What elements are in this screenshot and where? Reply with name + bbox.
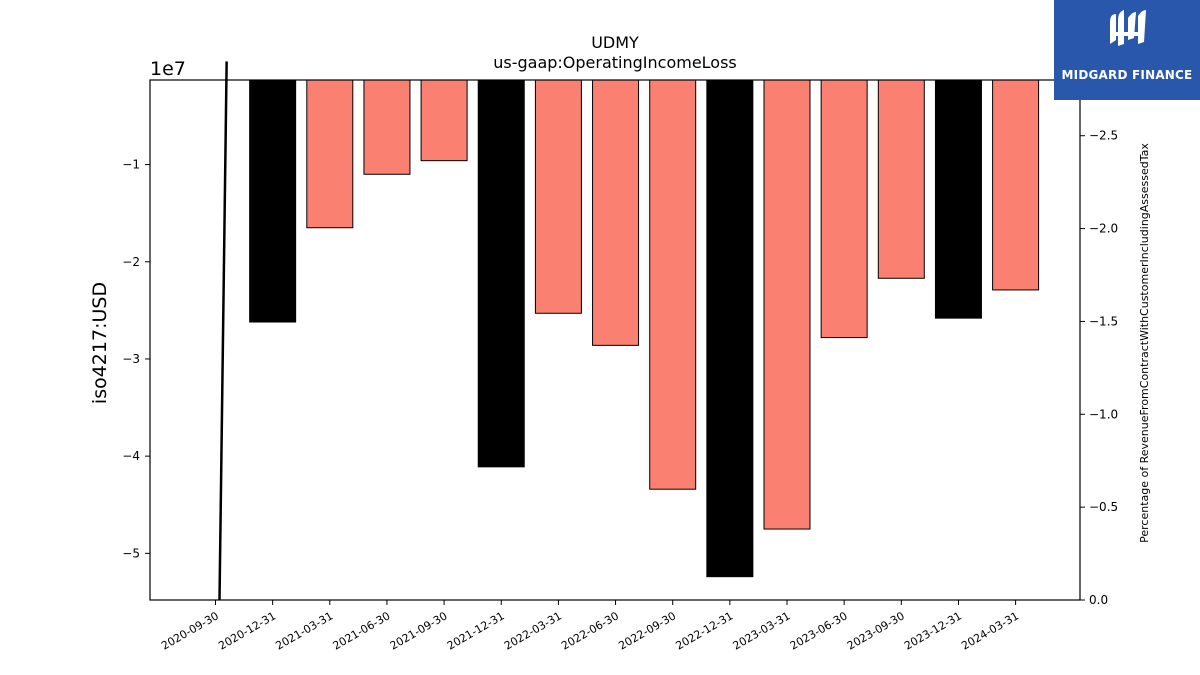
- secondary-line-layer: [218, 61, 228, 601]
- y-tick-label: −4: [122, 449, 140, 463]
- x-tick-label: 2022-12-31: [673, 609, 735, 652]
- x-tick-label: 2021-09-30: [388, 609, 450, 652]
- secondary-series-line: [218, 61, 228, 601]
- chart-subtitle: us-gaap:OperatingIncomeLoss: [493, 53, 737, 72]
- bar: [420, 79, 468, 162]
- x-tick-label: 2021-03-31: [273, 609, 335, 652]
- bar: [306, 79, 354, 229]
- bar: [534, 79, 582, 314]
- y2-tick-label: −1.0: [1089, 407, 1118, 421]
- x-tick-label: 2023-06-30: [788, 609, 850, 652]
- y-axis-label: iso4217:USD: [89, 282, 111, 404]
- logo-text: MIDGARD FINANCE: [1061, 68, 1193, 82]
- bar: [934, 79, 982, 319]
- y2-tick-label: −2.5: [1089, 129, 1118, 143]
- bar: [649, 79, 697, 490]
- x-tick-label: 2021-12-31: [445, 609, 507, 652]
- bar: [592, 79, 640, 346]
- y2-tick-label: 0.0: [1089, 593, 1108, 607]
- bars-layer: [249, 79, 1040, 578]
- chart-title: UDMY: [591, 33, 639, 52]
- x-tick-label: 2023-03-31: [731, 609, 793, 652]
- y-tick-label: −3: [122, 352, 140, 366]
- bar: [477, 79, 525, 468]
- y-offset-text: 1e7: [150, 58, 186, 80]
- x-tick-label: 2024-03-31: [959, 609, 1021, 652]
- bar: [249, 79, 297, 323]
- y2-tick-label: −1.5: [1089, 314, 1118, 328]
- y-tick-label: −1: [122, 158, 140, 172]
- x-tick-label: 2022-03-31: [502, 609, 564, 652]
- x-tick-label: 2023-09-30: [845, 609, 907, 652]
- bar: [763, 79, 811, 530]
- y2-tick-label: −0.5: [1089, 500, 1118, 514]
- bar: [706, 79, 754, 578]
- x-tick-label: 2021-06-30: [331, 609, 393, 652]
- y2-tick-label: −2.0: [1089, 222, 1118, 236]
- bar: [877, 79, 925, 279]
- x-tick-label: 2020-12-31: [216, 609, 278, 652]
- bar: [820, 79, 868, 339]
- x-tick-label: 2023-12-31: [902, 609, 964, 652]
- y2-axis-label: Percentage of RevenueFromContractWithCus…: [1138, 143, 1151, 543]
- midgard-finance-logo: MIDGARD FINANCE: [1054, 0, 1200, 100]
- x-tick-label: 2022-09-30: [616, 609, 678, 652]
- y-tick-label: −5: [122, 546, 140, 560]
- bar: [363, 79, 411, 175]
- logo-mark-icon: [1110, 10, 1146, 46]
- y-tick-label: −2: [122, 255, 140, 269]
- bar: [992, 79, 1040, 291]
- plot-frame: [149, 79, 1081, 601]
- x-tick-label: 2020-09-30: [159, 609, 221, 652]
- x-tick-label: 2022-06-30: [559, 609, 621, 652]
